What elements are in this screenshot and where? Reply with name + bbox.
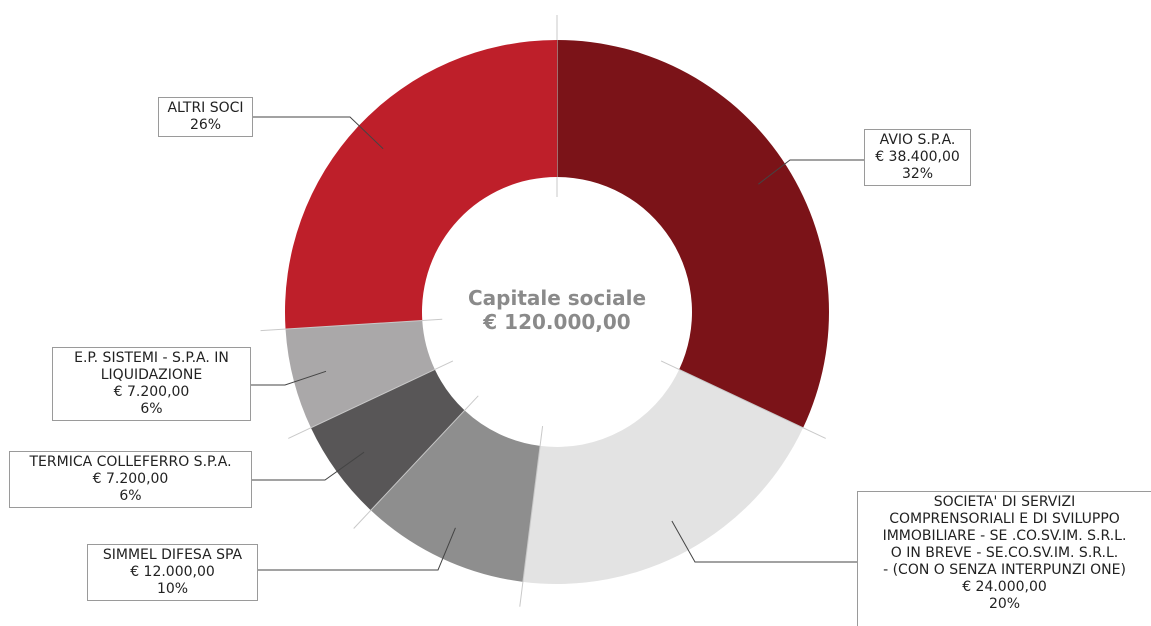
leader-secosvim — [671, 520, 857, 563]
label-secosvim-line4: O IN BREVE - SE.CO.SV.IM. S.R.L. — [890, 545, 1119, 561]
label-secosvim: SOCIETA' DI SERVIZI COMPRENSORIALI E DI … — [857, 491, 1151, 626]
leader-altri-soci — [253, 116, 384, 150]
leader-avio — [758, 159, 864, 185]
slice-altri-soci — [285, 40, 557, 330]
leader-simmel — [258, 527, 456, 571]
label-epsistemi-line1: E.P. SISTEMI - S.P.A. IN — [74, 350, 229, 366]
center-label-line2: € 120.000,00 — [483, 310, 631, 334]
label-secosvim-line5: - (CON O SENZA INTERPUNZI ONE) — [883, 562, 1126, 578]
slice-avio — [557, 40, 829, 428]
slice-epsistemi — [285, 320, 435, 428]
label-avio-amount: € 38.400,00 — [875, 149, 960, 165]
slice-termica — [310, 369, 465, 511]
center-label: Capitale sociale € 120.000,00 — [407, 286, 707, 334]
slice-secosvim — [522, 369, 804, 585]
label-epsistemi-percent: 6% — [140, 401, 163, 417]
label-avio-percent: 32% — [901, 166, 934, 182]
label-secosvim-percent: 20% — [988, 596, 1021, 612]
slice-simmel — [370, 410, 541, 582]
label-avio: AVIO S.P.A. € 38.400,00 32% — [864, 129, 971, 186]
label-epsistemi: E.P. SISTEMI - S.P.A. IN LIQUIDAZIONE € … — [52, 347, 251, 421]
label-simmel-name: SIMMEL DIFESA SPA — [102, 547, 243, 563]
label-epsistemi-amount: € 7.200,00 — [113, 384, 190, 400]
label-simmel: SIMMEL DIFESA SPA € 12.000,00 10% — [87, 544, 258, 601]
label-secosvim-amount: € 24.000,00 — [962, 579, 1047, 595]
label-secosvim-line1: SOCIETA' DI SERVIZI — [933, 494, 1076, 510]
label-termica-percent: 6% — [119, 488, 142, 504]
label-simmel-amount: € 12.000,00 — [130, 564, 215, 580]
leader-epsistemi — [251, 370, 327, 386]
slice-boundary-line — [660, 360, 826, 439]
slice-boundary-line — [519, 426, 544, 607]
label-secosvim-line3: IMMOBILIARE - SE .CO.SV.IM. S.R.L. — [882, 528, 1127, 544]
slice-boundary-line — [353, 395, 479, 529]
label-epsistemi-line2: LIQUIDAZIONE — [100, 367, 203, 383]
label-altri-soci-name: ALTRI SOCI — [167, 100, 244, 116]
slice-boundary-line — [260, 318, 443, 332]
label-secosvim-line2: COMPRENSORIALI E DI SVILUPPO — [889, 511, 1120, 527]
label-altri-soci: ALTRI SOCI 26% — [158, 97, 253, 137]
label-avio-name: AVIO S.P.A. — [879, 132, 956, 148]
leader-termica — [252, 451, 365, 481]
slice-boundary-line — [288, 360, 454, 439]
label-termica-amount: € 7.200,00 — [92, 471, 169, 487]
label-termica: TERMICA COLLEFERRO S.P.A. € 7.200,00 6% — [9, 451, 252, 508]
label-altri-soci-percent: 26% — [189, 117, 222, 133]
label-simmel-percent: 10% — [156, 581, 189, 597]
center-label-line1: Capitale sociale — [467, 286, 647, 310]
label-termica-name: TERMICA COLLEFERRO S.P.A. — [29, 454, 232, 470]
